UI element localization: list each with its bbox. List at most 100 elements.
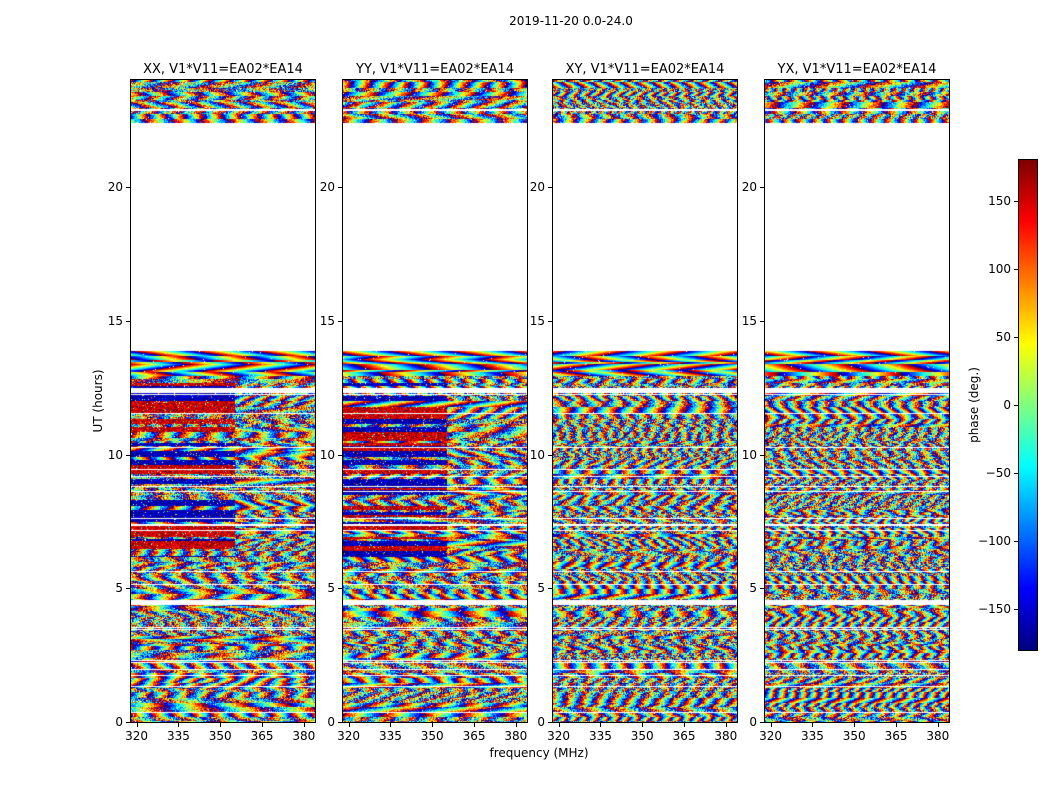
x-tick-label: 380 [292, 729, 316, 743]
y-tick [338, 454, 343, 456]
x-tick [684, 722, 686, 727]
y-tick [126, 722, 131, 723]
y-tick-label: 5 [537, 581, 545, 596]
x-tick [600, 722, 602, 727]
x-tick [558, 722, 560, 727]
panel-title-xx: XX, V1*V11=EA02*EA14 [143, 62, 303, 77]
heatmap-canvas-xx [130, 79, 316, 723]
colorbar-tick-label: 50 [995, 329, 1011, 344]
panel-title-yx: YX, V1*V11=EA02*EA14 [777, 62, 937, 77]
y-tick-label: 5 [115, 581, 123, 596]
colorbar-tick-label: 150 [988, 193, 1011, 208]
y-tick [126, 320, 131, 322]
y-tick [338, 722, 343, 723]
x-tick [262, 722, 264, 727]
y-tick-label: 20 [319, 180, 335, 194]
x-tick-label: 335 [378, 729, 402, 743]
y-tick-label: 10 [319, 447, 335, 462]
colorbar-tick [1014, 609, 1019, 611]
x-tick-label: 350 [842, 729, 866, 743]
panel-title-xy: XY, V1*V11=EA02*EA14 [565, 62, 725, 77]
x-tick [220, 722, 222, 727]
x-tick [642, 722, 644, 727]
y-tick-label: 20 [107, 180, 123, 194]
x-tick-label: 380 [504, 729, 528, 743]
x-tick-label: 320 [125, 729, 149, 743]
panel-title-yy: YY, V1*V11=EA02*EA14 [356, 62, 514, 77]
colorbar-tick [1014, 200, 1019, 202]
y-tick-label: 15 [107, 313, 123, 328]
y-axis-label: UT (hours) [91, 369, 105, 433]
y-tick [548, 454, 553, 456]
y-tick-label: 10 [107, 447, 123, 462]
y-tick-label: 5 [327, 581, 335, 596]
y-tick [760, 187, 765, 188]
x-tick [474, 722, 476, 727]
y-tick-label: 15 [529, 313, 545, 328]
y-tick [126, 454, 131, 456]
x-tick-label: 380 [926, 729, 950, 743]
colorbar-tick-label: −150 [978, 602, 1011, 617]
x-tick [390, 722, 392, 727]
y-tick [548, 320, 553, 322]
colorbar-tick [1014, 268, 1019, 270]
x-tick-label: 380 [714, 729, 738, 743]
colorbar-tick-label: 100 [988, 261, 1011, 276]
colorbar-tick-label: −100 [978, 534, 1011, 549]
x-tick-label: 365 [672, 729, 696, 743]
y-tick-label: 15 [319, 313, 335, 328]
x-tick [303, 722, 305, 727]
y-tick-label: 0 [115, 715, 123, 729]
x-tick [725, 722, 727, 727]
figure-title: 2019-11-20 0.0-24.0 [509, 14, 633, 28]
x-tick-label: 320 [337, 729, 361, 743]
x-tick-label: 365 [462, 729, 486, 743]
colorbar-label: phase (deg.) [967, 367, 981, 443]
y-tick [548, 588, 553, 590]
x-tick [515, 722, 517, 727]
y-tick [548, 722, 553, 723]
x-tick [432, 722, 434, 727]
colorbar-tick [1014, 541, 1019, 543]
colorbar-tick-label: 0 [1003, 398, 1011, 412]
x-tick-label: 350 [208, 729, 232, 743]
x-tick [896, 722, 898, 727]
y-tick-label: 0 [327, 715, 335, 729]
y-tick [338, 187, 343, 188]
x-axis-label: frequency (MHz) [489, 746, 589, 760]
heatmap-canvas-yx [764, 79, 950, 723]
x-tick-label: 335 [800, 729, 824, 743]
y-tick [760, 320, 765, 322]
y-tick [126, 588, 131, 590]
y-tick [338, 588, 343, 590]
colorbar-gradient [1018, 159, 1038, 651]
x-tick [812, 722, 814, 727]
x-tick [937, 722, 939, 727]
heatmap-canvas-xy [552, 79, 738, 723]
heatmap-canvas-yy [342, 79, 528, 723]
x-tick [178, 722, 180, 727]
x-tick-label: 320 [547, 729, 571, 743]
x-tick-label: 365 [250, 729, 274, 743]
colorbar-tick [1014, 405, 1019, 406]
x-tick-label: 350 [630, 729, 654, 743]
colorbar-tick [1014, 336, 1019, 338]
colorbar-tick [1014, 473, 1019, 475]
y-tick-label: 10 [741, 447, 757, 462]
y-tick-label: 0 [749, 715, 757, 729]
x-tick [348, 722, 350, 727]
x-tick-label: 320 [759, 729, 783, 743]
y-tick-label: 10 [529, 447, 545, 462]
y-tick [126, 187, 131, 188]
y-tick-label: 5 [749, 581, 757, 596]
x-tick-label: 335 [588, 729, 612, 743]
x-tick-label: 350 [420, 729, 444, 743]
y-tick [338, 320, 343, 322]
x-tick-label: 335 [166, 729, 190, 743]
y-tick [548, 187, 553, 188]
y-tick [760, 454, 765, 456]
x-tick [136, 722, 138, 727]
y-tick [760, 588, 765, 590]
y-tick-label: 20 [741, 180, 757, 194]
colorbar-tick-label: −50 [985, 466, 1011, 481]
